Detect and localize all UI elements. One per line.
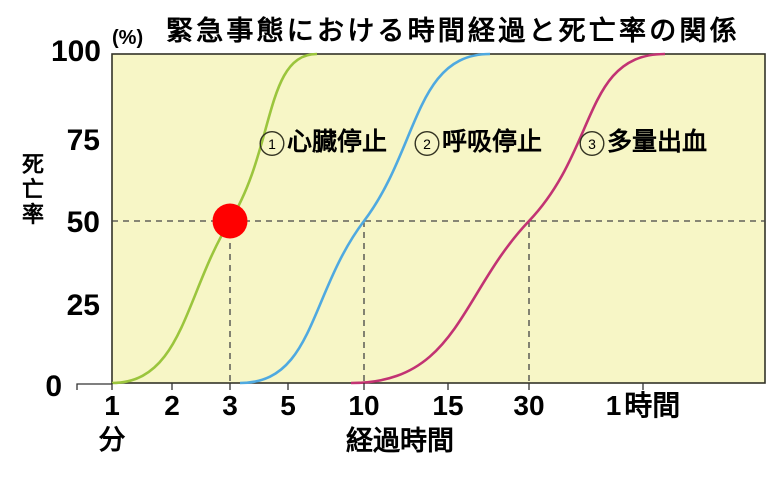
svg-text:呼吸停止: 呼吸停止 [442,127,542,156]
svg-text:75: 75 [67,124,100,157]
svg-text:100: 100 [51,35,101,68]
svg-text:死: 死 [22,152,44,177]
svg-text:3: 3 [588,136,596,152]
svg-text:(%): (%) [112,27,143,49]
svg-text:率: 率 [22,202,44,227]
svg-text:25: 25 [67,289,100,322]
svg-text:心臓停止: 心臓停止 [287,127,387,156]
svg-text:50: 50 [67,206,100,239]
svg-text:15: 15 [432,390,463,421]
svg-text:1: 1 [104,390,120,421]
svg-text:2: 2 [423,136,431,152]
svg-text:3: 3 [222,390,238,421]
svg-text:0: 0 [45,370,62,403]
svg-text:2: 2 [164,390,180,421]
svg-text:5: 5 [280,390,296,421]
svg-text:緊急事態における時間経過と死亡率の関係: 緊急事態における時間経過と死亡率の関係 [166,15,740,46]
svg-text:1: 1 [268,136,276,152]
svg-text:経過時間: 経過時間 [346,425,454,456]
svg-text:10: 10 [348,390,379,421]
svg-text:分: 分 [99,425,126,455]
svg-text:30: 30 [513,390,544,421]
svg-text:多量出血: 多量出血 [607,128,707,156]
svg-text:1時間: 1 時間 [606,390,681,421]
svg-text:亡: 亡 [22,177,44,202]
